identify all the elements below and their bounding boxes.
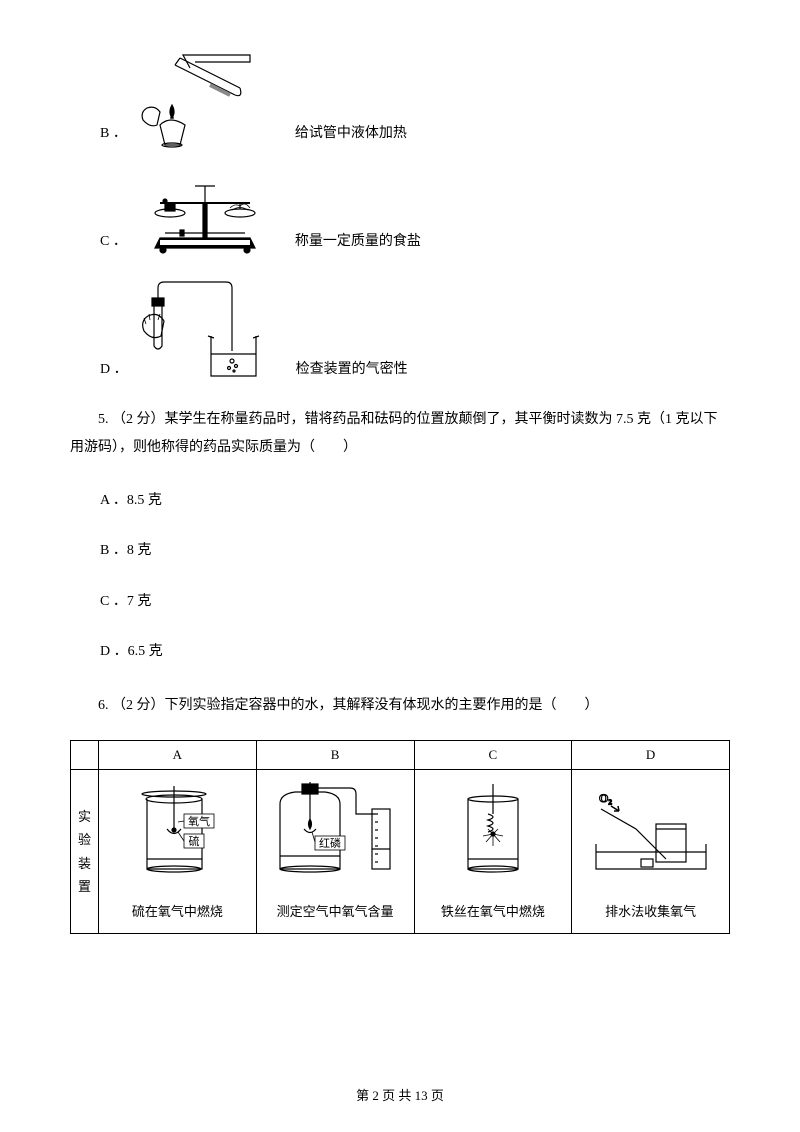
footer-suffix: 页 bbox=[428, 1088, 444, 1103]
option-d-row: D ． bbox=[100, 276, 730, 386]
label-o2: O₂ bbox=[599, 791, 612, 805]
footer-mid: 页 共 bbox=[379, 1088, 415, 1103]
caption-d: 排水法收集氧气 bbox=[574, 896, 727, 929]
option-d-label: D ． bbox=[100, 359, 128, 386]
q5-option-c: C ．7 克 bbox=[100, 591, 730, 613]
label-oxygen: 氧气 bbox=[188, 814, 210, 828]
q5-text: 某学生在称量药品时，错将药品和砝码的位置放颠倒了，其平衡时读数为 7.5 克（1… bbox=[70, 412, 718, 455]
label-red-p: 红磷 bbox=[319, 837, 341, 850]
q5-number: 5. bbox=[98, 412, 109, 427]
q5-option-d: D ．6.5 克 bbox=[100, 641, 730, 663]
q6-text: 下列实验指定容器中的水，其解释没有体现水的主要作用的是（ ） bbox=[165, 698, 599, 713]
row-label-text: 实验装置 bbox=[78, 809, 91, 894]
footer-prefix: 第 bbox=[356, 1088, 372, 1103]
option-c-text: 称量一定质量的食盐 bbox=[295, 231, 421, 258]
caption-b: 测定空气中氧气含量 bbox=[259, 896, 412, 929]
header-b: B bbox=[256, 740, 414, 770]
header-d: D bbox=[572, 740, 730, 770]
q5-option-a: A ．8.5 克 bbox=[100, 490, 730, 512]
diagram-airtightness bbox=[136, 276, 276, 386]
option-b-label: B ． bbox=[100, 123, 127, 150]
option-d-text: 检查装置的气密性 bbox=[296, 359, 408, 386]
option-b-text: 给试管中液体加热 bbox=[295, 123, 407, 150]
question-6: 6. （2 分）下列实验指定容器中的水，其解释没有体现水的主要作用的是（ ） bbox=[70, 692, 730, 720]
cell-c: 铁丝在氧气中燃烧 bbox=[414, 770, 572, 934]
caption-c: 铁丝在氧气中燃烧 bbox=[417, 896, 570, 929]
footer-total: 13 bbox=[415, 1088, 428, 1103]
option-c-row: C ． bbox=[100, 168, 730, 258]
q6-number: 6. bbox=[98, 698, 109, 713]
question-5: 5. （2 分）某学生在称量药品时，错将药品和砝码的位置放颠倒了，其平衡时读数为… bbox=[70, 406, 730, 462]
q5-points: （2 分） bbox=[112, 412, 165, 427]
diagram-heating-liquid bbox=[135, 50, 275, 150]
header-c: C bbox=[414, 740, 572, 770]
experiment-table: A B C D 实验装置 bbox=[70, 740, 730, 934]
cell-b: 红磷 测定空气中氧气含量 bbox=[256, 770, 414, 934]
q6-points: （2 分） bbox=[112, 698, 165, 713]
page-footer: 第 2 页 共 13 页 bbox=[0, 1086, 800, 1107]
table-header-row: A B C D bbox=[71, 740, 730, 770]
caption-a: 硫在氧气中燃烧 bbox=[101, 896, 254, 929]
table-diagram-row: 实验装置 bbox=[71, 770, 730, 934]
option-c-label: C ． bbox=[100, 231, 127, 258]
header-a: A bbox=[99, 740, 257, 770]
diagram-balance-scale bbox=[135, 168, 275, 258]
cell-a: 氧气 硫 硫在氧气中燃烧 bbox=[99, 770, 257, 934]
cell-d: O₂ 排水法收集氧气 bbox=[572, 770, 730, 934]
option-b-row: B ． 给试管中液体加热 bbox=[100, 50, 730, 150]
header-empty bbox=[71, 740, 99, 770]
q5-option-b: B ．8 克 bbox=[100, 540, 730, 562]
row-label: 实验装置 bbox=[71, 770, 99, 934]
label-sulfur: 硫 bbox=[189, 834, 200, 848]
